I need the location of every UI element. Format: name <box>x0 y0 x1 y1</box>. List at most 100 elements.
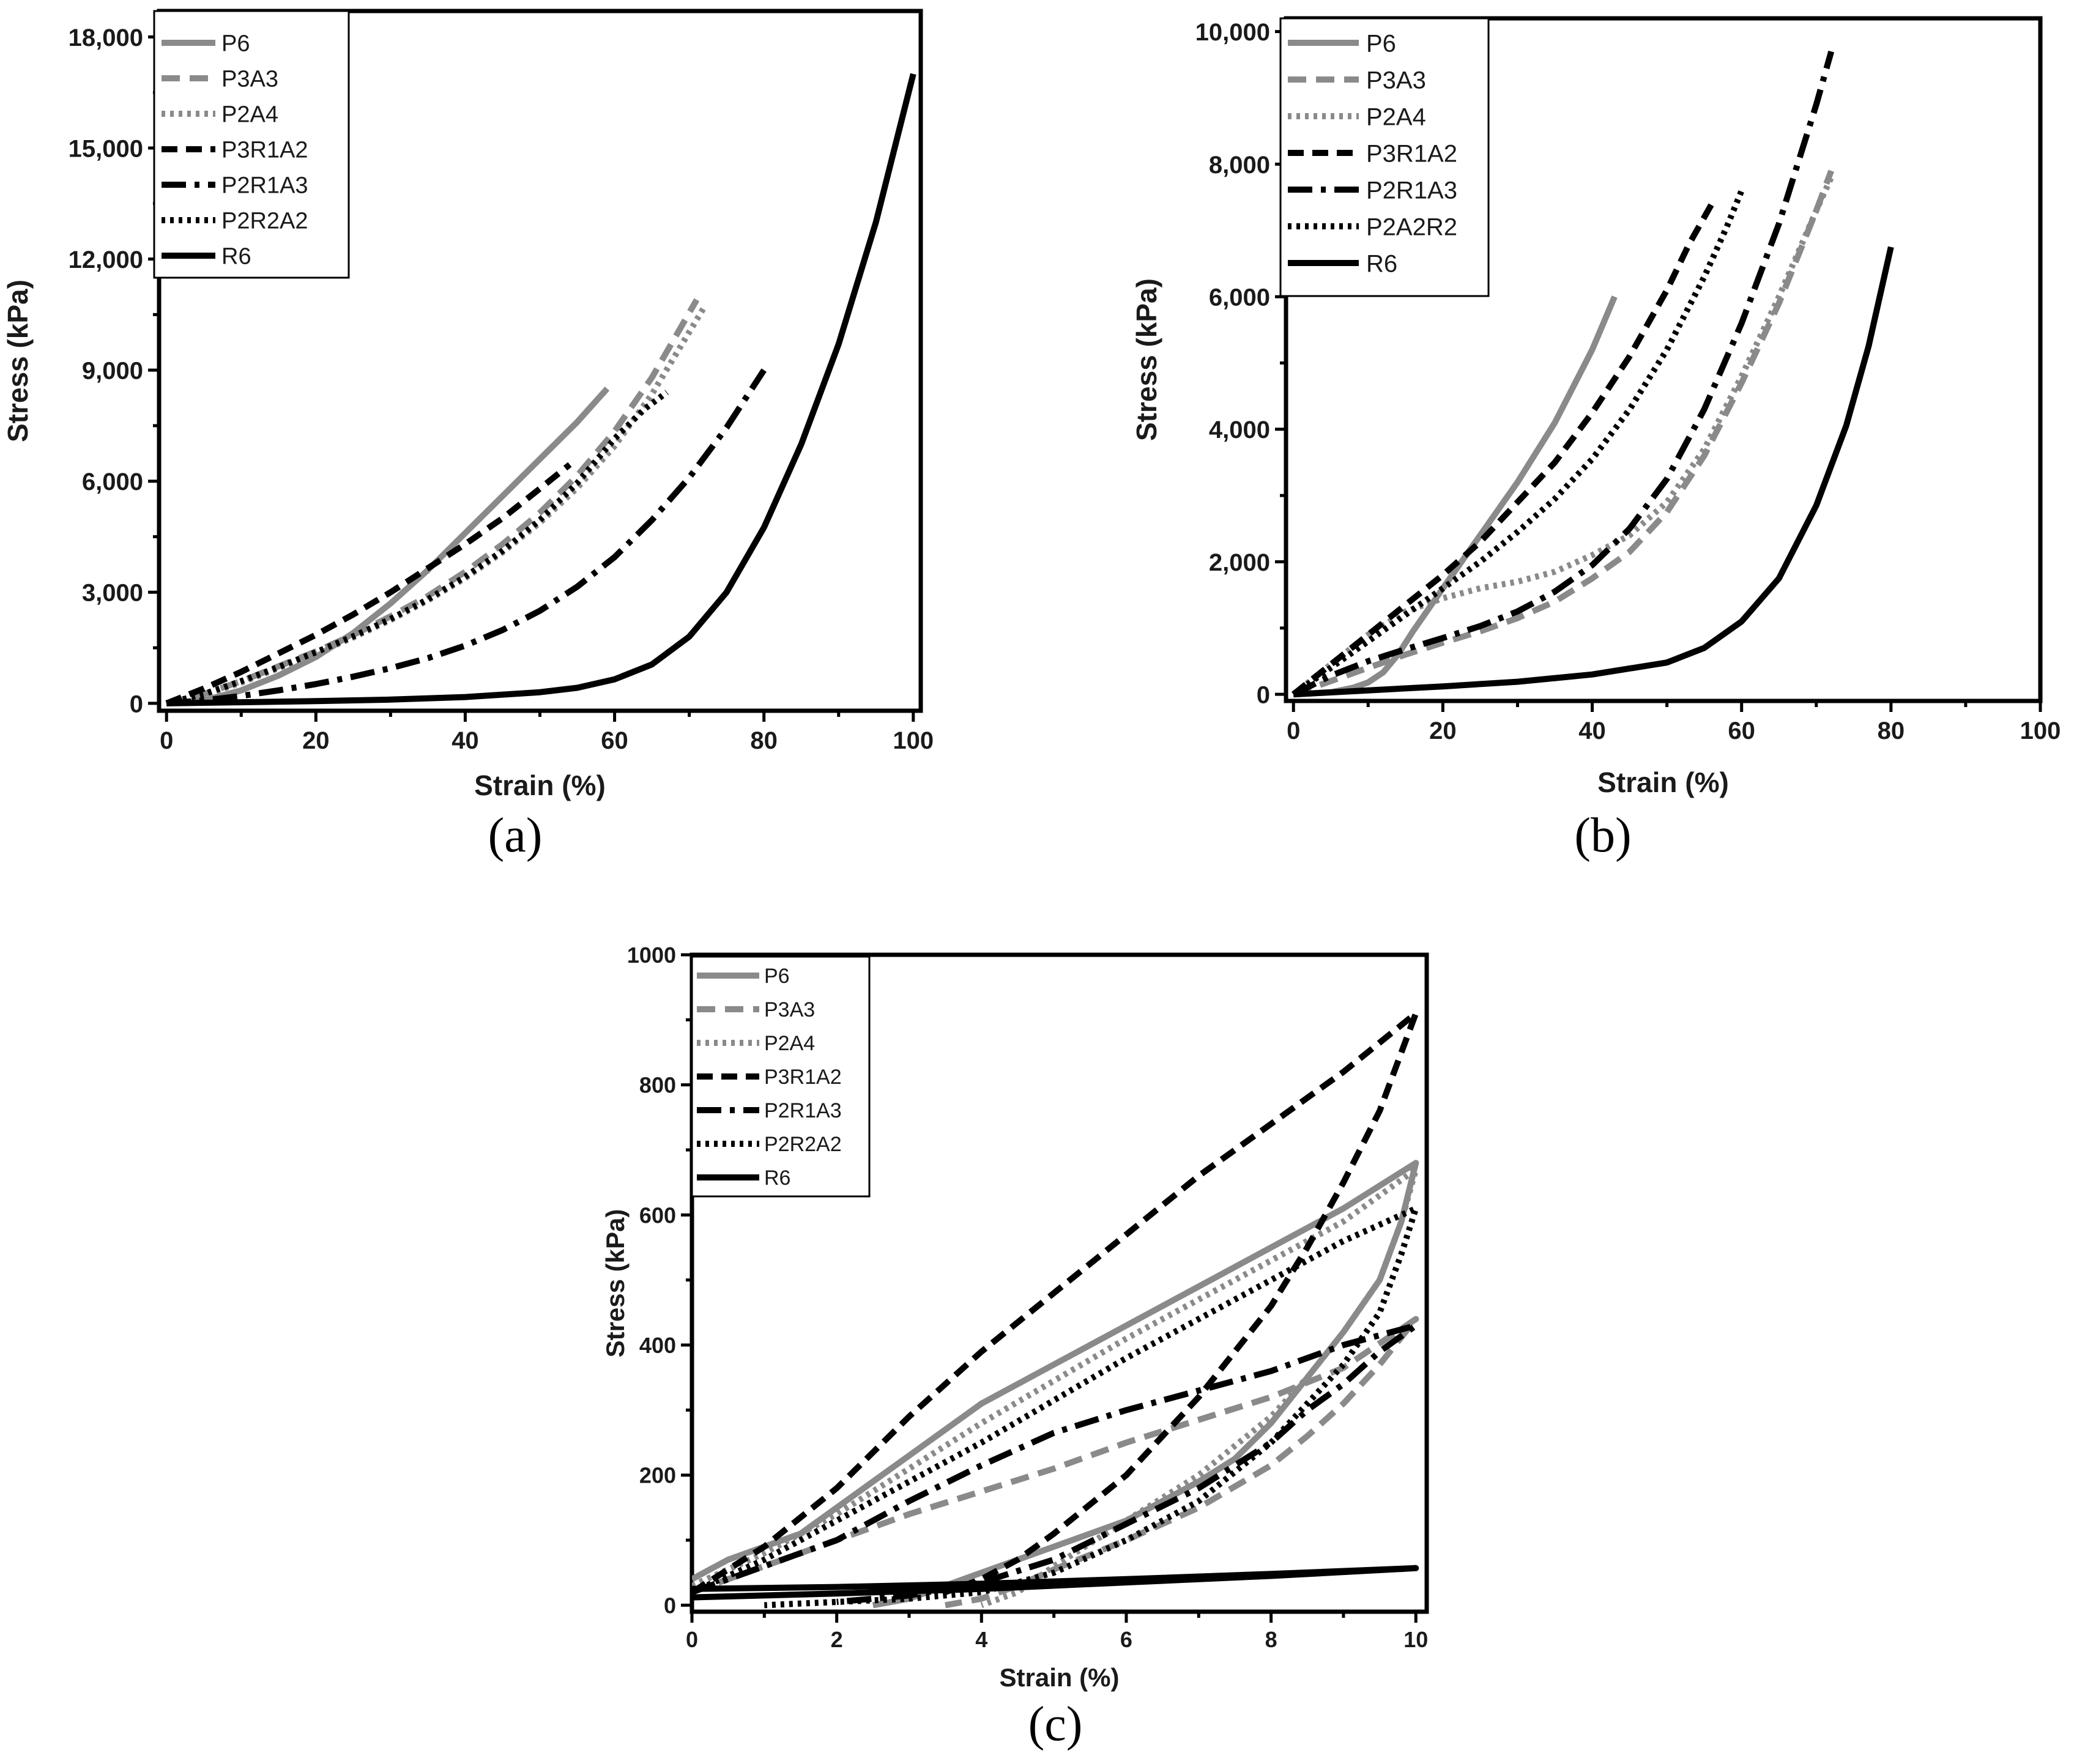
y-tick-label: 15,000 <box>69 135 143 162</box>
y-tick-label: 18,000 <box>69 24 143 51</box>
legend-label: P3R1A2 <box>764 1065 842 1089</box>
x-tick-label: 100 <box>2020 717 2061 744</box>
y-tick-label: 0 <box>1257 682 1270 709</box>
x-axis-title: Strain (%) <box>1597 766 1729 798</box>
series-p6-line <box>692 1160 1419 1609</box>
panel-a: 0 20 40 60 80 100 0 3,000 6,000 9,000 12,000 15,000… <box>2 9 934 862</box>
panel-label: (a) <box>488 809 543 862</box>
y-tick-label: 200 <box>639 1463 676 1488</box>
legend-label: P2R2A2 <box>221 209 308 234</box>
series-p3r1a2-line <box>1292 202 1715 697</box>
x-tick-label: 80 <box>1878 717 1905 744</box>
series-p2a4-line <box>692 1166 1419 1609</box>
series-p3a3-line <box>165 298 700 706</box>
legend: P6 P3A3 P2A4 P3R1A2 P2R1A3 P2A2R2 R6 <box>1279 17 1490 297</box>
x-tick-label: 40 <box>452 727 479 754</box>
legend-box <box>1279 17 1490 297</box>
y-tick-label: 1000 <box>627 943 676 968</box>
legend-label: P2R1A3 <box>1366 177 1457 204</box>
x-tick-label: 0 <box>1287 717 1300 744</box>
x-tick-label: 8 <box>1265 1627 1277 1652</box>
series-p6-line <box>166 387 610 706</box>
legend-label: P3A3 <box>221 67 278 92</box>
legend-label: P2A4 <box>764 1032 815 1055</box>
y-tick-label: 0 <box>664 1593 676 1618</box>
legend-label: P6 <box>221 31 250 57</box>
x-tick-label: 100 <box>893 727 934 754</box>
series-p2r1a3-line <box>1292 50 1835 697</box>
series-p2r2a2-line <box>165 390 669 706</box>
x-tick-label: 80 <box>750 727 778 754</box>
x-tick-label: 0 <box>686 1627 698 1652</box>
y-tick-label: 0 <box>130 691 143 717</box>
legend-label: P3A3 <box>764 998 815 1021</box>
series-p2a4-line <box>1292 176 1834 697</box>
panel-b: 0 20 40 60 80 100 0 2,000 4,000 6,000 8,000 10,000 S… <box>1131 16 2061 862</box>
series-p3r1a2-line <box>165 462 572 706</box>
panel-label: (c) <box>1028 1697 1083 1751</box>
x-tick-label: 10 <box>1403 1627 1428 1652</box>
legend-label: R6 <box>221 244 251 270</box>
y-tick-label: 3,000 <box>82 580 143 607</box>
y-tick-label: 800 <box>639 1073 676 1098</box>
series-group <box>165 73 916 706</box>
legend-label: R6 <box>1366 250 1397 277</box>
legend-label: P3A3 <box>1366 67 1426 94</box>
y-axis-title: Stress (kPa) <box>2 280 34 442</box>
legend-label: P6 <box>1366 30 1396 57</box>
x-tick-label: 4 <box>975 1627 987 1652</box>
y-tick-label: 600 <box>639 1203 676 1228</box>
series-r6-line <box>1293 246 1894 698</box>
y-tick-label: 9,000 <box>82 358 143 385</box>
series-r6-line <box>692 1565 1419 1601</box>
y-tick-label: 8,000 <box>1209 152 1270 179</box>
y-tick-label: 6,000 <box>1209 284 1270 311</box>
x-tick-label: 0 <box>160 727 173 754</box>
panel-label: (b) <box>1574 809 1631 862</box>
series-p2r1a3-line <box>692 1322 1419 1605</box>
series-p2a4-line <box>166 305 707 706</box>
legend-box <box>153 10 350 279</box>
x-tick-label: 2 <box>831 1627 843 1652</box>
x-axis-title: Strain (%) <box>999 1663 1119 1692</box>
legend-label: R6 <box>764 1166 790 1190</box>
series-r6-line <box>166 73 916 706</box>
legend: P6 P3A3 P2A4 P3R1A2 P2R1A3 P2R2A2 R6 <box>153 10 350 279</box>
x-tick-label: 6 <box>1120 1627 1132 1652</box>
panel-c: 0 2 4 6 8 10 0 200 400 600 800 1000 Strain (%) Stress… <box>601 943 1429 1751</box>
series-p3a3-line <box>692 1316 1419 1609</box>
y-tick-label: 400 <box>639 1333 676 1358</box>
series-p6-line <box>1293 295 1618 698</box>
y-tick-label: 6,000 <box>82 469 143 495</box>
x-tick-label: 60 <box>1728 717 1755 744</box>
series-p3r1a2-line <box>692 1010 1419 1595</box>
x-tick-label: 40 <box>1578 717 1606 744</box>
x-tick-label: 20 <box>302 727 330 754</box>
series-p3a3-line <box>1292 169 1834 697</box>
plot-frame <box>689 952 1429 1614</box>
legend-label: P2A4 <box>1366 103 1426 130</box>
y-tick-label: 4,000 <box>1209 417 1270 443</box>
legend-label: P2A2R2 <box>1366 213 1457 240</box>
legend-label: P2R1A3 <box>764 1099 842 1122</box>
x-tick-label: 60 <box>601 727 628 754</box>
legend-label: P2A4 <box>221 102 278 128</box>
plot-frame <box>1284 16 2043 703</box>
legend-label: P3R1A2 <box>221 138 308 163</box>
y-tick-label: 10,000 <box>1195 19 1270 46</box>
series-group <box>692 1010 1419 1609</box>
x-tick-label: 20 <box>1429 717 1457 744</box>
legend-label: P6 <box>764 965 790 988</box>
y-axis-title: Stress (kPa) <box>601 1209 630 1358</box>
series-p2a2r2-line <box>1292 189 1745 697</box>
y-axis-title: Stress (kPa) <box>1131 278 1162 441</box>
legend: P6 P3A3 P2A4 P3R1A2 P2R1A3 P2R2A2 R6 <box>691 955 871 1198</box>
y-tick-label: 12,000 <box>69 246 143 273</box>
series-group <box>1292 50 1894 698</box>
y-tick-label: 2,000 <box>1209 549 1270 576</box>
x-axis-title: Strain (%) <box>474 769 606 801</box>
legend-label: P2R1A3 <box>221 173 308 199</box>
legend-label: P2R2A2 <box>764 1133 842 1156</box>
legend-label: P3R1A2 <box>1366 140 1457 167</box>
